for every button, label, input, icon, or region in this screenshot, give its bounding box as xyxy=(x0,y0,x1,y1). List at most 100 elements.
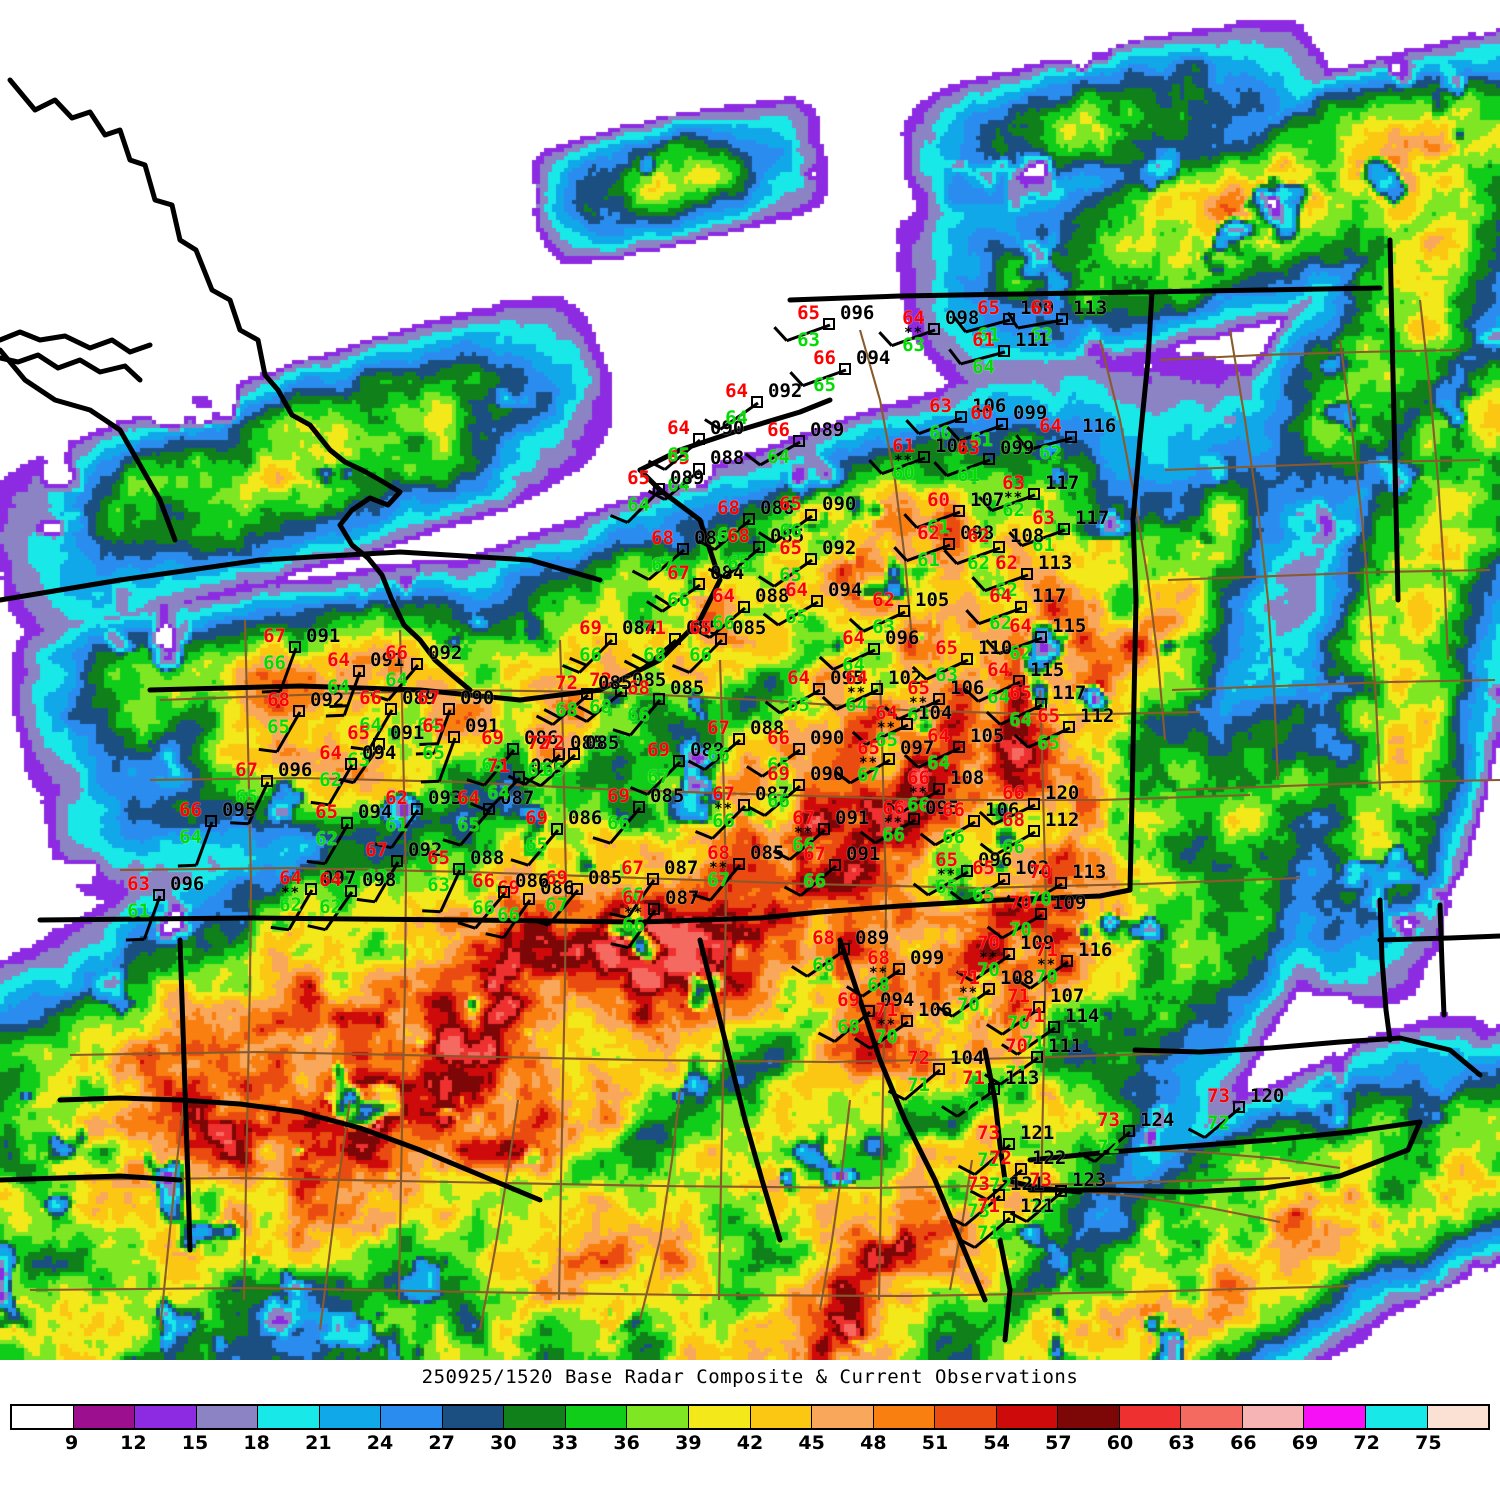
station-pressure: 084 xyxy=(622,617,657,639)
colorbar-swatch xyxy=(1119,1406,1182,1428)
station-marker-icon xyxy=(1056,313,1068,325)
station-dewpoint: 66 xyxy=(803,870,826,892)
station-marker-icon xyxy=(261,775,273,787)
station-dewpoint: 66 xyxy=(882,824,905,846)
present-weather-symbol: ** xyxy=(937,867,956,883)
station-temperature: 69 xyxy=(767,763,790,785)
station-temperature: 69 xyxy=(579,617,602,639)
station-marker-icon xyxy=(615,685,627,697)
radar-map-panel[interactable]: 67 66 091 68 65 092 64 64 091 66 64 092 66 64 089 67 64 0… xyxy=(0,0,1500,1360)
station-dewpoint: 65 xyxy=(542,759,565,781)
station-dewpoint: 70 xyxy=(977,959,1000,981)
station-temperature: 60 xyxy=(970,402,993,424)
station-marker-icon xyxy=(988,1083,1000,1095)
station-marker-icon xyxy=(993,1189,1005,1201)
station-dewpoint: 63 xyxy=(427,874,450,896)
station-marker-icon xyxy=(1035,698,1047,710)
station-marker-icon xyxy=(448,731,460,743)
station-temperature: 63 xyxy=(1032,507,1055,529)
station-dewpoint: 67 xyxy=(857,764,880,786)
station-pressure: 096 xyxy=(885,627,920,649)
station-temperature: 64 xyxy=(1039,415,1062,437)
station-temperature: 64 xyxy=(1009,615,1032,637)
station-pressure: 094 xyxy=(358,801,393,823)
station-marker-icon xyxy=(498,886,510,898)
station-dewpoint: 66 xyxy=(472,897,495,919)
station-dewpoint: 64 xyxy=(327,676,350,698)
station-dewpoint: 66 xyxy=(1002,836,1025,858)
station-dewpoint: 61 xyxy=(957,464,980,486)
station-marker-icon xyxy=(871,683,883,695)
station-pressure: 089 xyxy=(855,927,890,949)
station-marker-icon xyxy=(1003,948,1015,960)
station-temperature: 68 xyxy=(717,497,740,519)
station-temperature: 65 xyxy=(427,847,450,869)
station-pressure: 121 xyxy=(1020,1195,1055,1217)
station-marker-icon xyxy=(883,753,895,765)
station-dewpoint: 71 xyxy=(1022,1032,1045,1054)
station-pressure: 124 xyxy=(1140,1109,1175,1131)
station-pressure: 100 xyxy=(1020,297,1055,319)
station-dewpoint: 64 xyxy=(385,669,408,691)
station-temperature: 64 xyxy=(667,417,690,439)
station-pressure: 094 xyxy=(828,579,863,601)
station-temperature: 64 xyxy=(319,869,342,891)
station-marker-icon xyxy=(998,345,1010,357)
station-marker-icon xyxy=(653,693,665,705)
station-temperature: 68 xyxy=(267,689,290,711)
station-marker-icon xyxy=(1028,488,1040,500)
station-pressure: 115 xyxy=(1030,659,1065,681)
station-dewpoint: 71 xyxy=(962,1094,985,1116)
station-pressure: 107 xyxy=(970,489,1005,511)
station-dewpoint: 68 xyxy=(643,644,666,666)
station-temperature: 68 xyxy=(727,525,750,547)
station-pressure: 106 xyxy=(918,999,953,1021)
present-weather-symbol: ** xyxy=(1037,957,1056,973)
station-marker-icon xyxy=(1003,1138,1015,1150)
station-dewpoint: 62 xyxy=(1030,324,1053,346)
station-temperature: 72 xyxy=(555,672,578,694)
station-temperature: 69 xyxy=(545,867,568,889)
station-pressure: 089 xyxy=(402,687,437,709)
station-dewpoint: 68 xyxy=(867,974,890,996)
station-dewpoint: 65 xyxy=(1037,732,1060,754)
station-dewpoint: 61 xyxy=(1032,534,1055,556)
station-marker-icon xyxy=(793,779,805,791)
station-marker-icon xyxy=(908,813,920,825)
station-dewpoint: 62 xyxy=(989,612,1012,634)
station-pressure: 090 xyxy=(810,727,845,749)
colorbar-swatch xyxy=(1181,1406,1243,1428)
station-marker-icon xyxy=(953,505,965,517)
colorbar-tick: 21 xyxy=(305,1432,332,1454)
station-pressure: 116 xyxy=(1078,939,1113,961)
station-marker-icon xyxy=(983,983,995,995)
station-marker-icon xyxy=(648,903,660,915)
station-pressure: 108 xyxy=(1010,525,1045,547)
station-dewpoint: 65 xyxy=(235,786,258,808)
station-pressure: 090 xyxy=(810,763,845,785)
station-dewpoint: 67 xyxy=(707,869,730,891)
colorbar-swatch xyxy=(565,1406,628,1428)
station-temperature: 69 xyxy=(607,785,630,807)
station-marker-icon xyxy=(653,483,665,495)
colorbar-swatch xyxy=(689,1406,751,1428)
station-dewpoint: 68 xyxy=(812,954,835,976)
station-dewpoint: 61 xyxy=(917,549,940,571)
station-pressure: 086 xyxy=(515,870,550,892)
colorbar-swatch xyxy=(504,1406,566,1428)
station-dewpoint: 65 xyxy=(972,884,995,906)
station-temperature: 69 xyxy=(525,807,548,829)
station-marker-icon xyxy=(1035,908,1047,920)
station-temperature: 70 xyxy=(977,932,1000,954)
station-dewpoint: 62 xyxy=(279,894,302,916)
station-temperature: 64 xyxy=(327,649,350,671)
station-marker-icon xyxy=(733,733,745,745)
station-marker-icon xyxy=(1003,1211,1015,1223)
station-dewpoint: 66 xyxy=(622,914,645,936)
station-dewpoint: 70 xyxy=(957,994,980,1016)
station-temperature: 71 xyxy=(977,1195,1000,1217)
station-marker-icon xyxy=(928,323,940,335)
station-temperature: 70 xyxy=(1009,892,1032,914)
station-temperature: 61 xyxy=(892,435,915,457)
station-marker-icon xyxy=(373,738,385,750)
